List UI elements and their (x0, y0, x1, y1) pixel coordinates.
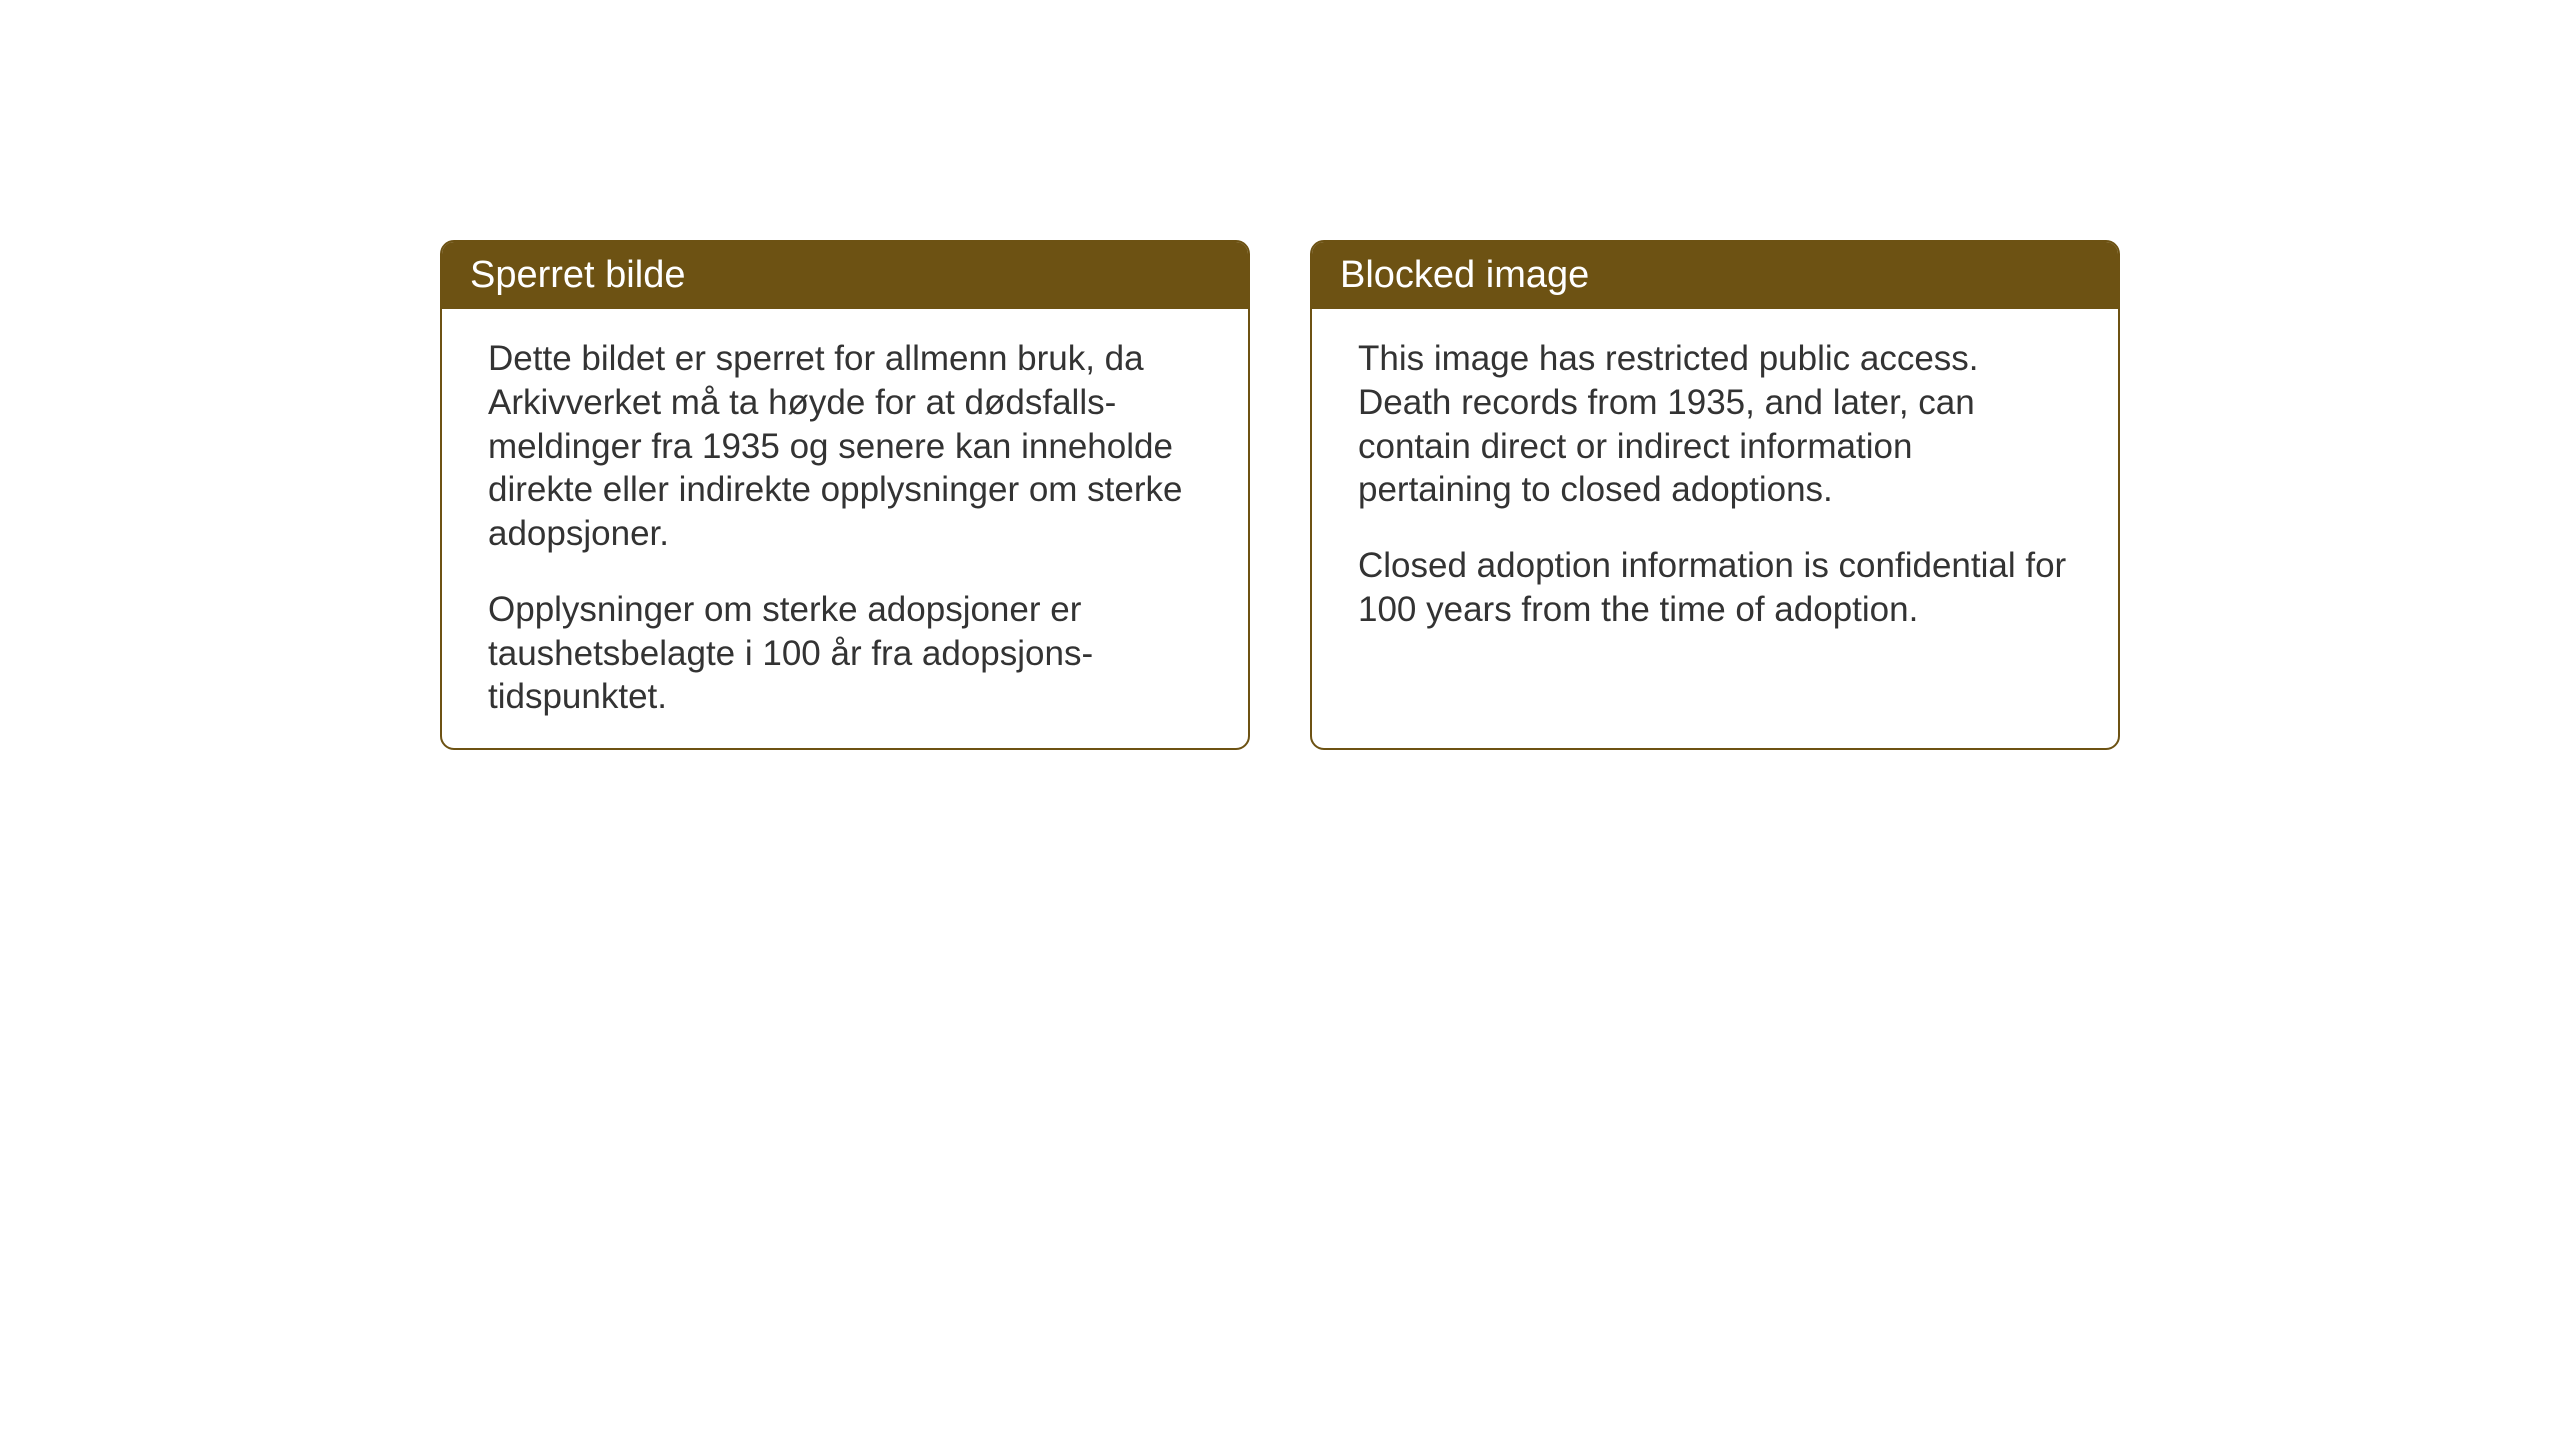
norwegian-card-title: Sperret bilde (442, 242, 1248, 309)
english-paragraph-2: Closed adoption information is confident… (1358, 544, 2072, 632)
norwegian-card-body: Dette bildet er sperret for allmenn bruk… (442, 309, 1248, 750)
english-card-title: Blocked image (1312, 242, 2118, 309)
english-paragraph-1: This image has restricted public access.… (1358, 337, 2072, 512)
english-card-body: This image has restricted public access.… (1312, 309, 2118, 672)
norwegian-paragraph-2: Opplysninger om sterke adopsjoner er tau… (488, 588, 1202, 719)
norwegian-notice-card: Sperret bilde Dette bildet er sperret fo… (440, 240, 1250, 750)
cards-container: Sperret bilde Dette bildet er sperret fo… (440, 240, 2120, 750)
norwegian-paragraph-1: Dette bildet er sperret for allmenn bruk… (488, 337, 1202, 556)
english-notice-card: Blocked image This image has restricted … (1310, 240, 2120, 750)
